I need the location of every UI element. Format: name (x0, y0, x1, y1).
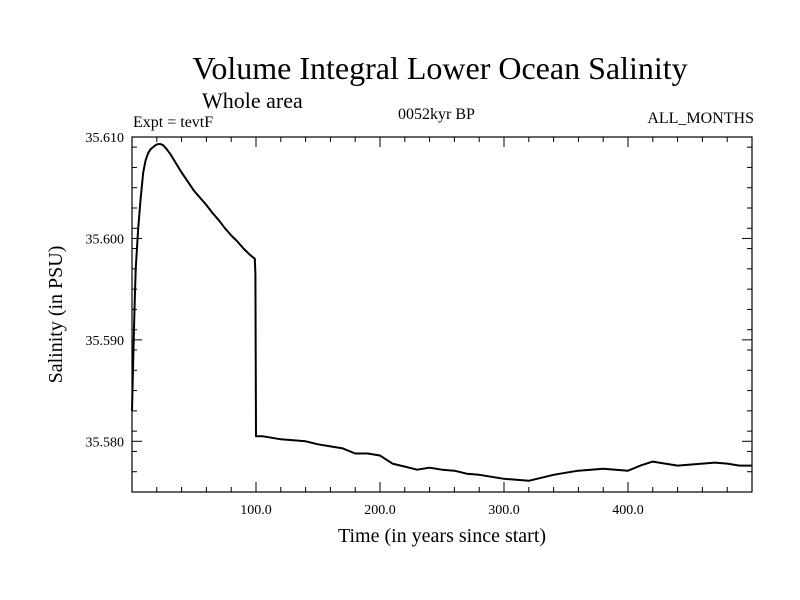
experiment-label: Expt = tevtF (133, 114, 214, 131)
ticks-layer: 100.0 200.0 300.0 400.0 35.580 35.590 35.600 35… (86, 131, 752, 518)
y-tick-label: 35.580 (86, 435, 125, 450)
x-axis-label: Time (in years since start) (338, 525, 546, 547)
y-tick-label: 35.590 (86, 334, 125, 349)
months-label: ALL_MONTHS (647, 110, 754, 127)
chart-title: Volume Integral Lower Ocean Salinity (192, 50, 688, 86)
x-tick-label: 400.0 (612, 503, 644, 518)
x-tick-label: 300.0 (488, 503, 520, 518)
plot-frame (131, 136, 753, 493)
x-tick-label: 100.0 (240, 503, 272, 518)
y-tick-label: 35.610 (86, 131, 125, 146)
y-tick-label: 35.600 (86, 232, 125, 247)
series-layer (131, 143, 752, 482)
chart-subtitle: Whole area (202, 88, 303, 113)
salinity-series-line (131, 143, 752, 482)
y-axis-label: Salinity (in PSU) (45, 246, 67, 384)
x-tick-label: 200.0 (364, 503, 396, 518)
period-label: 0052kyr BP (398, 106, 475, 123)
